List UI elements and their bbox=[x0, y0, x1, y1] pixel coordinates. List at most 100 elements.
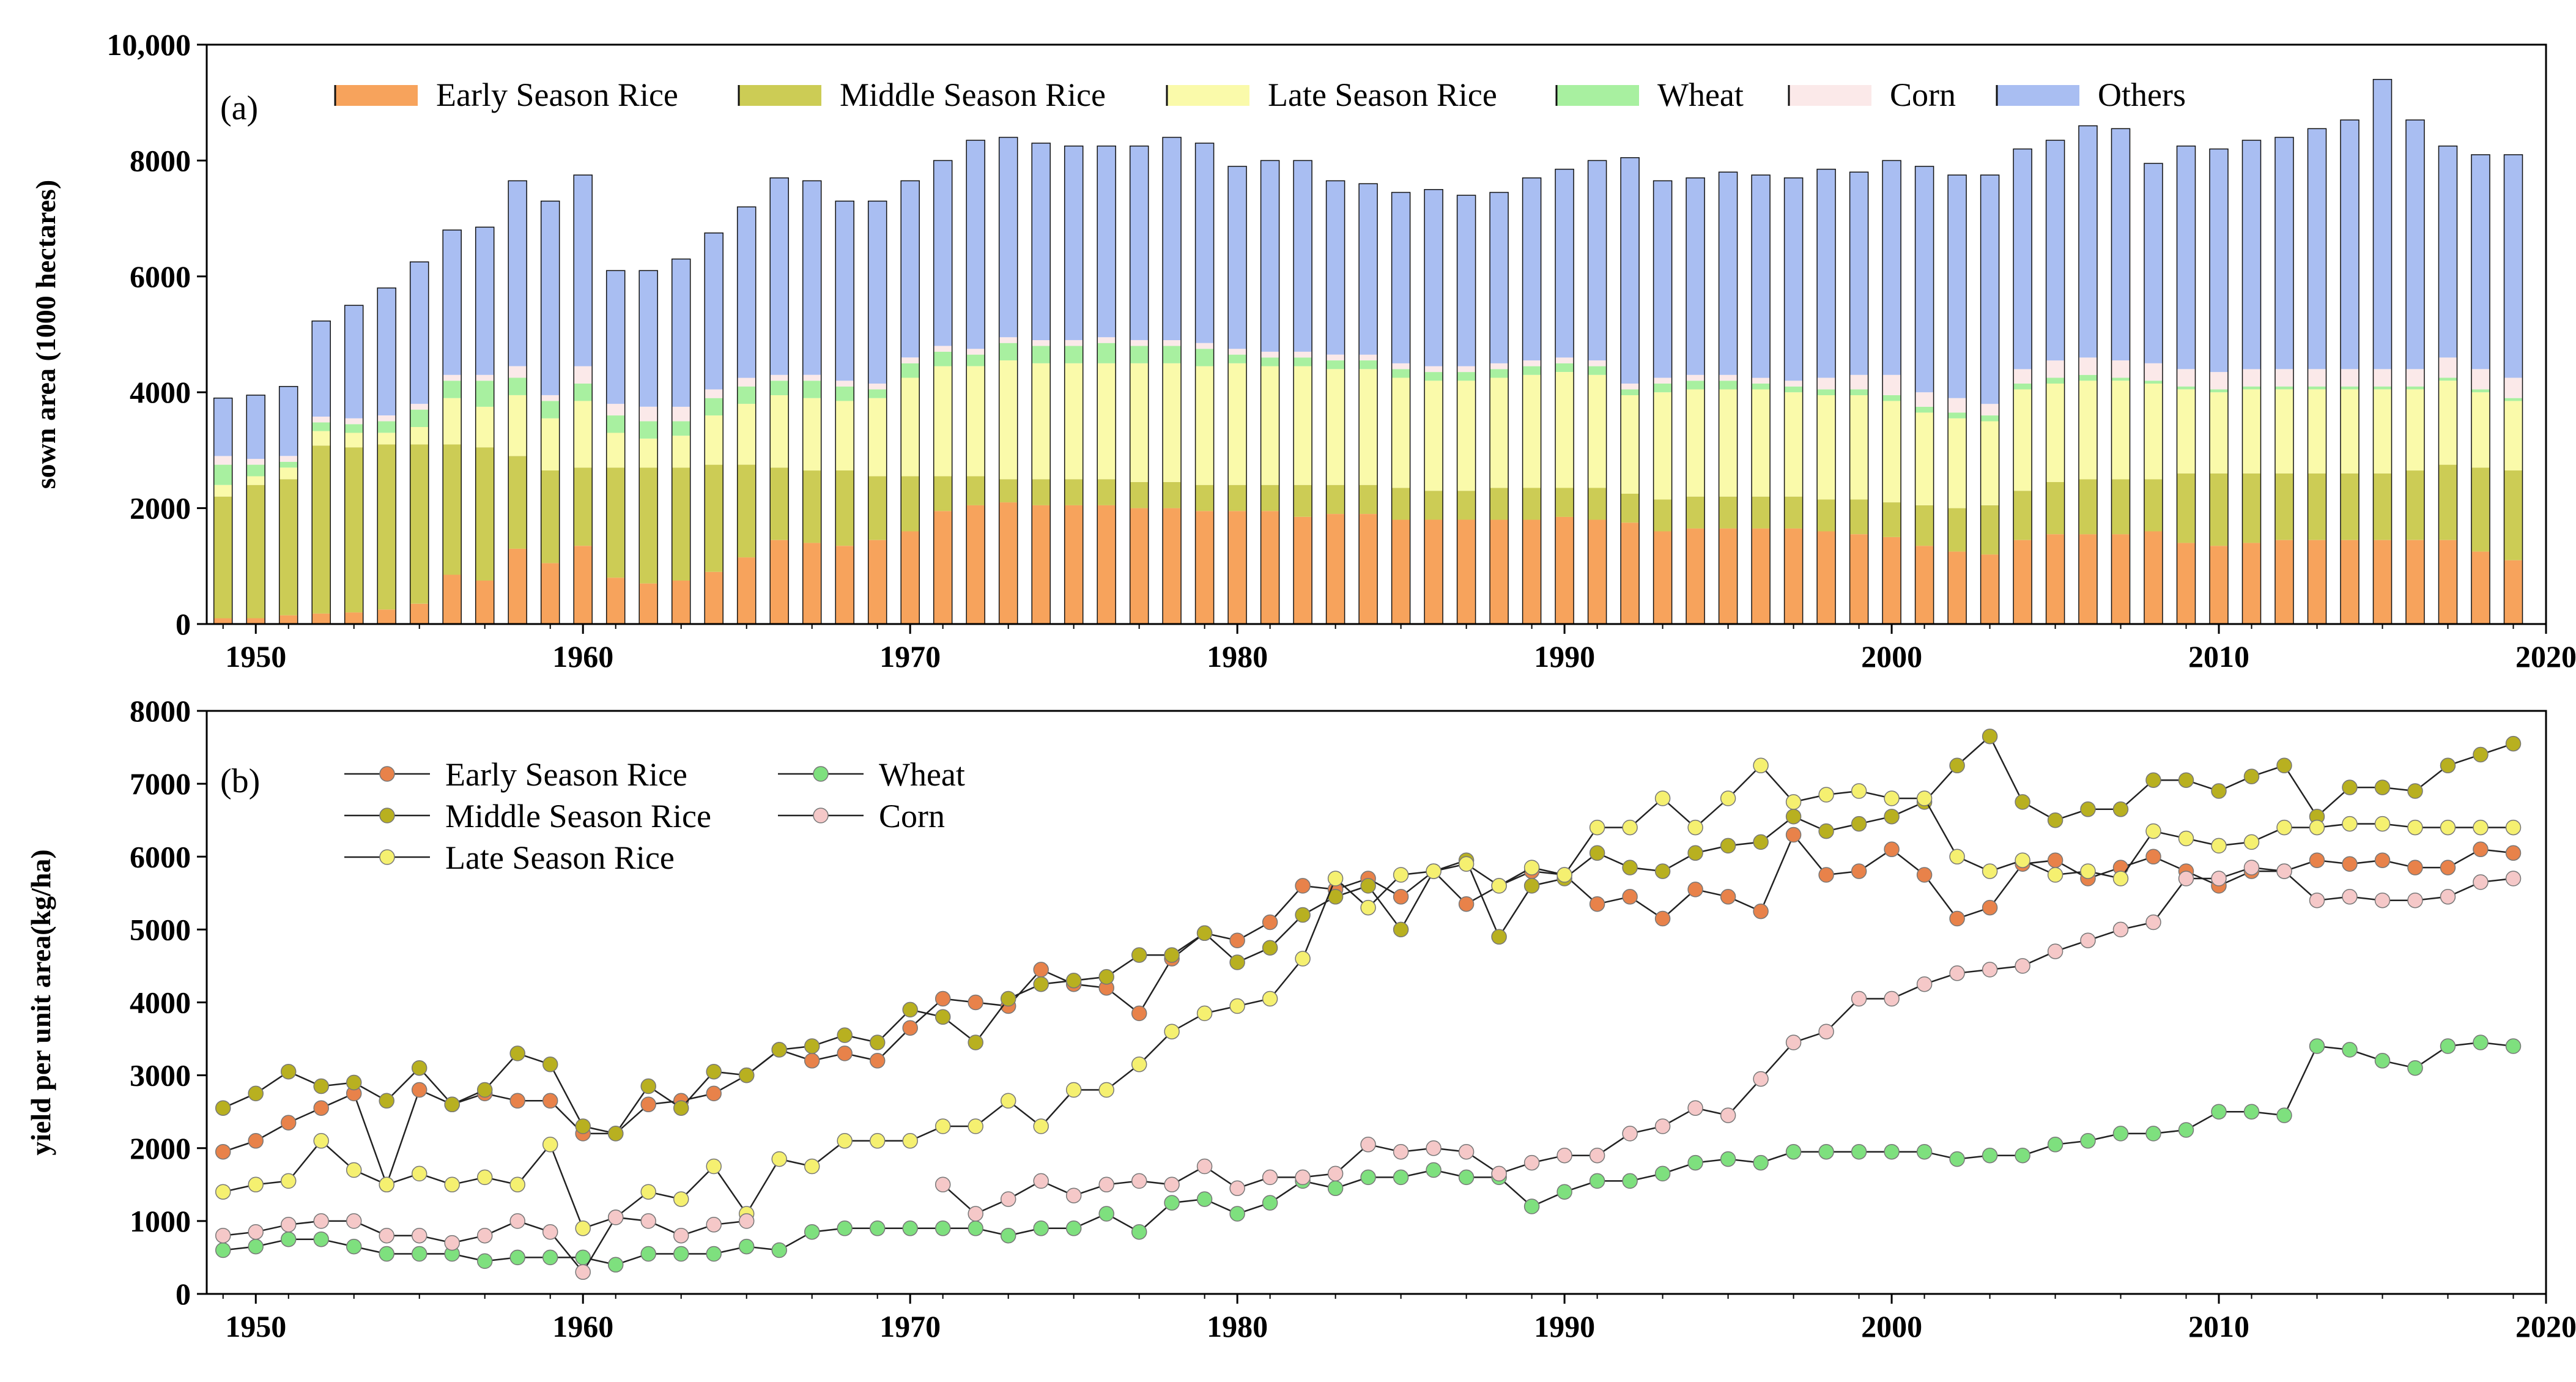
bar-late-season-rice-1984 bbox=[1359, 369, 1378, 485]
bar-early-season-rice-1998 bbox=[1817, 531, 1836, 624]
bar-late-season-rice-2004 bbox=[2013, 389, 2032, 491]
bar-middle-season-rice-1949 bbox=[213, 496, 232, 619]
point-middle-season-rice-2011 bbox=[2243, 768, 2260, 784]
point-late-season-rice-1992 bbox=[1622, 819, 1638, 836]
point-late-season-rice-2001 bbox=[1916, 790, 1933, 806]
point-corn-2006 bbox=[2080, 932, 2096, 948]
y-tick-label-a-8000: 8000 bbox=[130, 143, 191, 177]
point-corn-2002 bbox=[1949, 965, 1965, 981]
bar-middle-season-rice-2017 bbox=[2438, 464, 2457, 540]
point-corn-1992 bbox=[1622, 1126, 1638, 1142]
bar-corn-1974 bbox=[1032, 340, 1051, 346]
bar-early-season-rice-2015 bbox=[2373, 540, 2392, 624]
bar-early-season-rice-1951 bbox=[279, 615, 298, 624]
bar-late-season-rice-2018 bbox=[2471, 392, 2490, 468]
bar-middle-season-rice-1967 bbox=[802, 470, 821, 543]
point-corn-2008 bbox=[2145, 914, 2161, 931]
bar-corn-2014 bbox=[2341, 369, 2359, 387]
bar-middle-season-rice-1997 bbox=[1784, 496, 1803, 529]
legend-label-b-2: Middle Season Rice bbox=[445, 798, 711, 834]
point-middle-season-rice-1992 bbox=[1622, 860, 1638, 875]
point-late-season-rice-1966 bbox=[771, 1151, 787, 1167]
bar-early-season-rice-1984 bbox=[1359, 514, 1378, 624]
bar-late-season-rice-1951 bbox=[279, 467, 298, 480]
bar-others-2015 bbox=[2373, 79, 2392, 370]
bar-wheat-2012 bbox=[2275, 386, 2293, 390]
point-early-season-rice-1949 bbox=[215, 1143, 231, 1160]
point-wheat-1970 bbox=[902, 1220, 918, 1236]
legend-swatch-a-6 bbox=[1997, 85, 2079, 106]
point-middle-season-rice-1957 bbox=[476, 1082, 493, 1098]
point-late-season-rice-1989 bbox=[1523, 860, 1540, 875]
bar-middle-season-rice-1972 bbox=[966, 476, 985, 505]
point-early-season-rice-1994 bbox=[1687, 882, 1703, 897]
point-middle-season-rice-1985 bbox=[1393, 921, 1409, 938]
point-middle-season-rice-1951 bbox=[280, 1063, 297, 1080]
legend-label-b-4: Wheat bbox=[879, 756, 965, 793]
point-middle-season-rice-2015 bbox=[2374, 779, 2391, 795]
bar-late-season-rice-1997 bbox=[1784, 392, 1803, 497]
point-early-season-rice-1951 bbox=[280, 1115, 297, 1131]
bar-late-season-rice-2019 bbox=[2504, 401, 2523, 470]
point-corn-2010 bbox=[2211, 871, 2227, 886]
bar-middle-season-rice-2014 bbox=[2341, 473, 2359, 540]
point-early-season-rice-1992 bbox=[1622, 889, 1638, 905]
bar-wheat-2006 bbox=[2079, 374, 2097, 381]
point-corn-2016 bbox=[2407, 892, 2423, 908]
bar-late-season-rice-2015 bbox=[2373, 389, 2392, 474]
bar-corn-1984 bbox=[1359, 354, 1378, 361]
bar-early-season-rice-1983 bbox=[1326, 514, 1345, 624]
point-middle-season-rice-2003 bbox=[1982, 728, 1998, 745]
point-corn-2000 bbox=[1884, 990, 1900, 1007]
point-corn-1991 bbox=[1589, 1147, 1605, 1164]
point-corn-1999 bbox=[1851, 990, 1867, 1007]
point-wheat-1968 bbox=[837, 1220, 853, 1236]
point-wheat-1977 bbox=[1131, 1224, 1147, 1240]
bar-early-season-rice-1956 bbox=[443, 574, 462, 624]
bar-others-1957 bbox=[475, 227, 494, 375]
point-late-season-rice-1977 bbox=[1131, 1057, 1147, 1072]
bar-others-1973 bbox=[999, 137, 1018, 338]
bar-wheat-1969 bbox=[868, 389, 887, 398]
bar-middle-season-rice-1993 bbox=[1653, 499, 1672, 532]
point-late-season-rice-1995 bbox=[1720, 790, 1736, 806]
point-wheat-1981 bbox=[1262, 1195, 1278, 1211]
bar-early-season-rice-1962 bbox=[639, 583, 658, 624]
bar-middle-season-rice-1954 bbox=[377, 444, 396, 610]
bar-corn-1967 bbox=[802, 374, 821, 381]
bar-late-season-rice-1985 bbox=[1391, 377, 1410, 488]
bar-corn-2011 bbox=[2242, 369, 2261, 387]
point-middle-season-rice-1997 bbox=[1785, 808, 1802, 825]
bar-early-season-rice-1985 bbox=[1391, 519, 1410, 624]
point-middle-season-rice-2000 bbox=[1884, 808, 1900, 825]
point-early-season-rice-1987 bbox=[1458, 896, 1475, 912]
point-early-season-rice-1964 bbox=[706, 1085, 722, 1102]
point-wheat-1955 bbox=[411, 1246, 427, 1262]
bar-early-season-rice-2004 bbox=[2013, 540, 2032, 624]
bar-wheat-1998 bbox=[1817, 389, 1836, 395]
point-early-season-rice-1967 bbox=[804, 1053, 820, 1069]
point-middle-season-rice-1972 bbox=[968, 1035, 983, 1050]
point-late-season-rice-2006 bbox=[2080, 863, 2096, 879]
point-middle-season-rice-1954 bbox=[379, 1093, 394, 1109]
bar-corn-1952 bbox=[312, 417, 331, 423]
point-early-season-rice-1972 bbox=[968, 994, 983, 1011]
bar-corn-2007 bbox=[2111, 360, 2130, 378]
point-corn-1954 bbox=[379, 1227, 394, 1244]
point-late-season-rice-1967 bbox=[804, 1158, 820, 1175]
bar-late-season-rice-1970 bbox=[901, 377, 920, 477]
bar-early-season-rice-1961 bbox=[606, 578, 625, 624]
bar-middle-season-rice-1959 bbox=[541, 470, 560, 563]
bar-corn-1990 bbox=[1555, 357, 1574, 363]
plot-frame-a bbox=[205, 43, 2547, 625]
point-middle-season-rice-1963 bbox=[673, 1100, 689, 1116]
legend-label-a-5: Corn bbox=[1890, 76, 1956, 113]
legend-swatch-a-5 bbox=[1789, 85, 1871, 106]
point-corn-1957 bbox=[476, 1227, 493, 1244]
bar-others-2010 bbox=[2210, 149, 2228, 373]
point-early-season-rice-1985 bbox=[1393, 889, 1409, 905]
bar-early-season-rice-2005 bbox=[2046, 534, 2065, 624]
point-middle-season-rice-1955 bbox=[411, 1060, 427, 1076]
bar-others-1971 bbox=[933, 160, 952, 346]
legend-swatch-a-1 bbox=[335, 85, 418, 106]
